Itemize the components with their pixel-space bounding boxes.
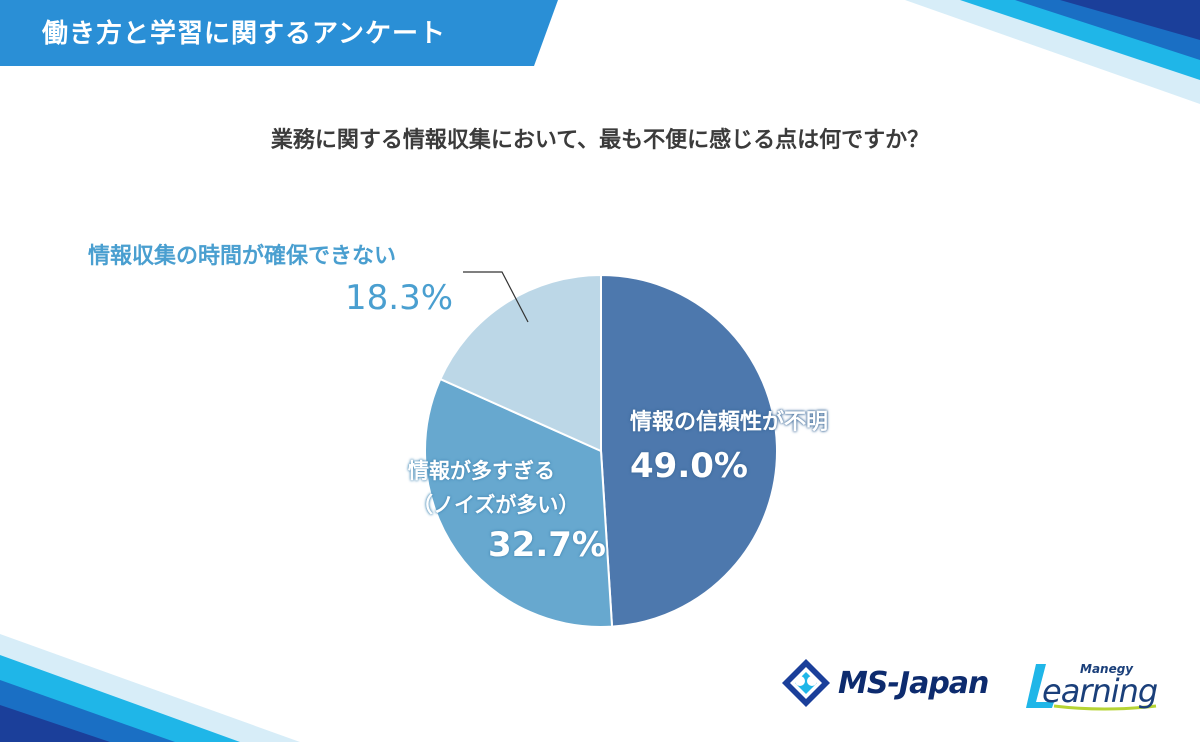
learning-logo-text: earning [1042, 672, 1158, 710]
slice-label-no-time: 情報収集の時間が確保できない [88, 244, 397, 269]
pie-slice-reliability [600, 273, 778, 628]
pie-slice-too-much [424, 377, 614, 628]
leader-line [463, 271, 529, 323]
slice-value-too-much: 32.7% [488, 525, 606, 565]
top-right-stripe-navy [1060, 0, 1200, 40]
ms-japan-logo-text: MS-Japan [838, 665, 989, 701]
slice-label-too-much-line1: 情報が多すぎる [408, 459, 555, 483]
manegy-logo-text: Manegy [1080, 662, 1134, 676]
slice-label-reliability: 情報の信頼性が不明 [630, 410, 829, 435]
slice-value-reliability: 49.0% [630, 446, 748, 486]
ms-japan-logo: MS-Japan [780, 657, 989, 709]
pie-slice-no-time [439, 273, 602, 453]
bottom-left-stripe-navy [0, 705, 110, 742]
learning-swoosh-icon [1026, 664, 1157, 711]
slice-label-too-much-line2: （ノイズが多い） [412, 493, 580, 517]
header-band [0, 0, 558, 66]
slice-value-no-time: 18.3% [345, 278, 454, 318]
question-text: 業務に関する情報収集において、最も不便に感じる点は何ですか？ [270, 128, 930, 153]
ms-japan-emblem-icon [782, 659, 830, 707]
header-title: 働き方と学習に関するアンケート [42, 19, 446, 49]
